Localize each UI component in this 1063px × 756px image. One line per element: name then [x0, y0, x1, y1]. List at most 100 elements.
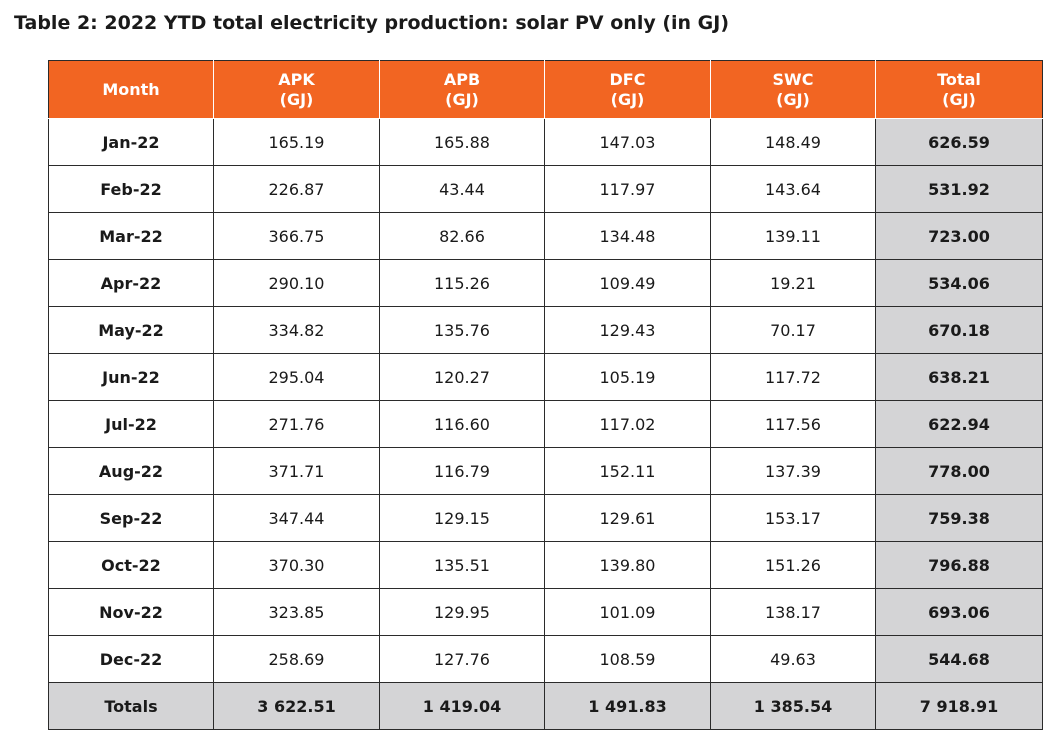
value-cell: 138.17: [710, 588, 876, 636]
column-header-month: Month: [48, 60, 214, 119]
column-header-dfc: DFC (GJ): [544, 60, 711, 119]
column-header-unit: (GJ): [776, 89, 810, 109]
value-cell: 70.17: [710, 306, 876, 354]
row-total-cell: 626.59: [875, 118, 1043, 166]
table-row: Jun-22 295.04 120.27 105.19 117.72 638.21: [48, 353, 1043, 401]
totals-label-cell: Totals: [48, 682, 214, 730]
value-cell: 295.04: [213, 353, 380, 401]
value-cell: 152.11: [544, 447, 711, 495]
grand-total-cell: 3 622.51: [213, 682, 380, 730]
column-header-name: APB: [443, 69, 481, 89]
value-cell: 117.72: [710, 353, 876, 401]
value-cell: 366.75: [213, 212, 380, 260]
totals-row: Totals 3 622.51 1 419.04 1 491.83 1 385.54 7 …: [48, 682, 1043, 730]
column-header-name: SWC: [772, 69, 814, 89]
value-cell: 120.27: [379, 353, 545, 401]
column-header-swc: SWC (GJ): [710, 60, 876, 119]
value-cell: 105.19: [544, 353, 711, 401]
row-total-cell: 531.92: [875, 165, 1043, 213]
table-row: Jan-22 165.19 165.88 147.03 148.49 626.59: [48, 118, 1043, 166]
value-cell: 129.95: [379, 588, 545, 636]
column-header-name: Month: [102, 79, 160, 99]
solar-production-table: Month APK (GJ) APB (GJ) DFC (GJ) SWC (GJ) Total (G…: [48, 60, 1043, 730]
month-cell: Apr-22: [48, 259, 214, 307]
month-cell: May-22: [48, 306, 214, 354]
value-cell: 137.39: [710, 447, 876, 495]
value-cell: 116.79: [379, 447, 545, 495]
month-cell: Mar-22: [48, 212, 214, 260]
value-cell: 165.88: [379, 118, 545, 166]
value-cell: 19.21: [710, 259, 876, 307]
grand-total-cell: 1 419.04: [379, 682, 545, 730]
month-cell: Oct-22: [48, 541, 214, 589]
value-cell: 117.97: [544, 165, 711, 213]
table-row: Apr-22 290.10 115.26 109.49 19.21 534.06: [48, 259, 1043, 307]
value-cell: 43.44: [379, 165, 545, 213]
value-cell: 139.80: [544, 541, 711, 589]
value-cell: 49.63: [710, 635, 876, 683]
value-cell: 82.66: [379, 212, 545, 260]
row-total-cell: 759.38: [875, 494, 1043, 542]
column-header-unit: (GJ): [610, 89, 645, 109]
table-row: Nov-22 323.85 129.95 101.09 138.17 693.06: [48, 588, 1043, 636]
value-cell: 165.19: [213, 118, 380, 166]
value-cell: 109.49: [544, 259, 711, 307]
table-row: Sep-22 347.44 129.15 129.61 153.17 759.38: [48, 494, 1043, 542]
table-title: Table 2: 2022 YTD total electricity prod…: [14, 12, 730, 34]
column-header-apk: APK (GJ): [213, 60, 380, 119]
value-cell: 101.09: [544, 588, 711, 636]
value-cell: 129.61: [544, 494, 711, 542]
value-cell: 139.11: [710, 212, 876, 260]
value-cell: 347.44: [213, 494, 380, 542]
value-cell: 334.82: [213, 306, 380, 354]
row-total-cell: 723.00: [875, 212, 1043, 260]
month-cell: Jun-22: [48, 353, 214, 401]
value-cell: 153.17: [710, 494, 876, 542]
month-cell: Nov-22: [48, 588, 214, 636]
value-cell: 151.26: [710, 541, 876, 589]
value-cell: 226.87: [213, 165, 380, 213]
column-header-unit: (GJ): [279, 89, 314, 109]
table-row: Jul-22 271.76 116.60 117.02 117.56 622.94: [48, 400, 1043, 448]
column-header-name: Total: [937, 69, 981, 89]
column-header-total: Total (GJ): [875, 60, 1043, 119]
value-cell: 134.48: [544, 212, 711, 260]
column-header-name: DFC: [609, 69, 646, 89]
table-row: Aug-22 371.71 116.79 152.11 137.39 778.00: [48, 447, 1043, 495]
row-total-cell: 638.21: [875, 353, 1043, 401]
column-header-name: APK: [278, 69, 315, 89]
value-cell: 290.10: [213, 259, 380, 307]
month-cell: Sep-22: [48, 494, 214, 542]
row-total-cell: 693.06: [875, 588, 1043, 636]
value-cell: 258.69: [213, 635, 380, 683]
column-header-unit: (GJ): [942, 89, 976, 109]
row-total-cell: 622.94: [875, 400, 1043, 448]
row-total-cell: 670.18: [875, 306, 1043, 354]
value-cell: 147.03: [544, 118, 711, 166]
row-total-cell: 534.06: [875, 259, 1043, 307]
value-cell: 371.71: [213, 447, 380, 495]
header-row: Month APK (GJ) APB (GJ) DFC (GJ) SWC (GJ) Total (G…: [48, 60, 1043, 119]
row-total-cell: 544.68: [875, 635, 1043, 683]
value-cell: 127.76: [379, 635, 545, 683]
month-cell: Feb-22: [48, 165, 214, 213]
table-row: Mar-22 366.75 82.66 134.48 139.11 723.00: [48, 212, 1043, 260]
grand-total-cell: 1 491.83: [544, 682, 711, 730]
value-cell: 108.59: [544, 635, 711, 683]
month-cell: Jan-22: [48, 118, 214, 166]
column-header-apb: APB (GJ): [379, 60, 545, 119]
month-cell: Dec-22: [48, 635, 214, 683]
table-row: Oct-22 370.30 135.51 139.80 151.26 796.88: [48, 541, 1043, 589]
value-cell: 129.43: [544, 306, 711, 354]
row-total-cell: 796.88: [875, 541, 1043, 589]
month-cell: Aug-22: [48, 447, 214, 495]
column-header-unit: (GJ): [445, 89, 479, 109]
value-cell: 271.76: [213, 400, 380, 448]
table-row: Feb-22 226.87 43.44 117.97 143.64 531.92: [48, 165, 1043, 213]
value-cell: 115.26: [379, 259, 545, 307]
value-cell: 117.02: [544, 400, 711, 448]
value-cell: 129.15: [379, 494, 545, 542]
table-row: May-22 334.82 135.76 129.43 70.17 670.18: [48, 306, 1043, 354]
value-cell: 116.60: [379, 400, 545, 448]
grand-total-cell: 1 385.54: [710, 682, 876, 730]
